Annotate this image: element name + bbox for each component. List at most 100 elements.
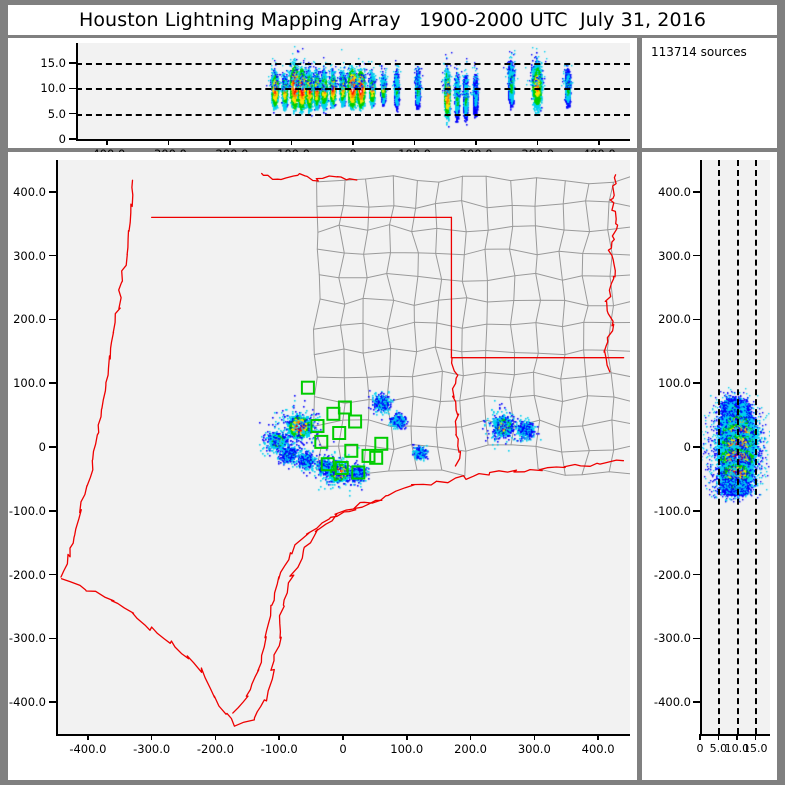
map-x-tick-mark	[406, 734, 408, 740]
altitude-vs-east-plot-area	[76, 43, 630, 139]
side-x-tick-mark	[754, 734, 756, 740]
map-y-tick-mark	[49, 191, 56, 193]
y-tick-label: 10.0	[40, 81, 66, 96]
map-x-tick-label: 0	[339, 742, 347, 756]
map-x-tick-label: 300.0	[517, 742, 551, 756]
map-y-tick-label: 400.0	[13, 184, 46, 199]
x-tick-mark	[290, 139, 293, 145]
x-tick-mark	[536, 139, 539, 145]
y-tick-label: 0	[58, 132, 66, 146]
side-y-tick-label: -100.0	[653, 503, 691, 518]
lma-station-marker	[310, 419, 325, 433]
side-x-axis-line	[700, 734, 770, 736]
altitude-vs-east-panel: 05.010.015.0-400.0-300.0-200.0-100.00100…	[8, 38, 637, 161]
side-x-tick-mark	[736, 734, 738, 740]
map-x-tick-mark	[469, 734, 472, 740]
map-y-axis-line	[56, 160, 58, 734]
side-y-tick-mark	[693, 637, 700, 640]
map-y-tick-label: -200.0	[8, 567, 46, 582]
map-x-tick-label: -300.0	[133, 742, 171, 756]
x-tick-mark	[413, 139, 416, 145]
lma-station-marker	[369, 450, 384, 465]
map-x-tick-mark	[342, 734, 344, 740]
map-y-tick-label: 300.0	[13, 248, 46, 263]
side-y-tick-label: -400.0	[653, 695, 691, 710]
x-tick-mark	[598, 139, 600, 145]
map-y-tick-label: 100.0	[13, 376, 46, 391]
y-tick-label: 15.0	[40, 56, 66, 71]
y-tick-mark	[69, 138, 76, 140]
side-y-tick-label: -300.0	[653, 631, 691, 646]
side-y-tick-label: 100.0	[658, 376, 691, 391]
map-y-tick-mark	[49, 637, 56, 640]
lma-station-marker	[337, 400, 352, 415]
side-x-tick-label: 0	[696, 742, 704, 755]
map-y-tick-label: -100.0	[8, 503, 46, 518]
side-y-tick-mark	[693, 573, 700, 576]
lma-station-marker	[320, 457, 335, 472]
gridline-vertical	[736, 160, 739, 734]
map-x-tick-label: -200.0	[196, 742, 234, 756]
lma-station-marker	[326, 406, 341, 421]
map-x-tick-label: -100.0	[260, 742, 298, 756]
altitude-vs-north-plot-area	[700, 160, 770, 734]
gridline-horizontal	[76, 113, 630, 116]
gridline-horizontal	[76, 63, 630, 66]
map-y-tick-mark	[49, 573, 56, 576]
gridline-vertical	[718, 160, 721, 734]
side-x-tick-label: 5.0	[709, 742, 728, 755]
gridline-vertical	[755, 160, 758, 734]
side-y-tick-mark	[693, 446, 700, 448]
lma-station-marker	[300, 380, 315, 395]
source-count-panel: 113714 sources	[642, 38, 777, 148]
map-x-tick-mark	[533, 734, 536, 740]
lma-station-marker	[344, 443, 359, 458]
altitude-vs-north-panel: -400.0 -300.0 -200.0 -100.0 0 100.0 200.0 300.0…	[642, 152, 777, 780]
map-y-tick-label: -300.0	[8, 631, 46, 646]
x-tick-mark	[475, 139, 477, 145]
plan-view-map-plot-area	[56, 160, 630, 734]
source-count-label: 113714 sources	[651, 45, 747, 59]
lma-station-marker	[348, 414, 363, 429]
map-x-tick-label: 200.0	[454, 742, 488, 756]
side-y-tick-mark	[693, 701, 700, 703]
lma-station-marker	[334, 461, 349, 475]
map-x-tick-mark	[278, 734, 280, 740]
side-y-tick-mark	[693, 382, 700, 384]
side-y-tick-label: 0	[683, 440, 691, 454]
map-x-tick-mark	[597, 734, 599, 740]
gridline-horizontal	[76, 88, 630, 91]
y-axis-line	[76, 43, 78, 139]
x-tick-mark	[106, 139, 108, 145]
side-y-tick-mark	[693, 510, 700, 512]
side-y-tick-mark	[693, 318, 700, 321]
map-x-tick-label: 100.0	[390, 742, 424, 756]
y-tick-mark	[69, 87, 76, 90]
y-tick-label: 5.0	[47, 106, 66, 121]
side-x-tick-mark	[699, 734, 701, 740]
side-y-tick-mark	[693, 254, 700, 257]
lma-station-marker	[332, 426, 347, 440]
side-y-tick-label: 300.0	[658, 248, 691, 263]
side-y-tick-label: 200.0	[658, 312, 691, 327]
map-y-tick-label: 200.0	[13, 312, 46, 327]
side-x-tick-label: 15.0	[743, 742, 768, 755]
altitude-vs-east-points	[76, 43, 630, 139]
map-y-tick-mark	[49, 446, 56, 448]
side-y-axis-line	[700, 160, 702, 734]
title-bar: Houston Lightning Mapping Array 1900-200…	[8, 5, 777, 35]
side-y-tick-mark	[693, 191, 700, 193]
lma-station-marker	[314, 434, 329, 449]
map-x-tick-label: 400.0	[581, 742, 615, 756]
y-tick-mark	[69, 62, 76, 64]
plan-view-source-points	[56, 160, 630, 734]
map-y-tick-mark	[49, 701, 56, 703]
x-tick-mark	[352, 139, 354, 145]
map-y-tick-mark	[49, 510, 56, 512]
side-x-tick-label: 10.0	[724, 742, 750, 755]
map-y-tick-mark	[49, 382, 56, 384]
y-tick-mark	[69, 112, 76, 115]
map-y-tick-mark	[49, 318, 56, 321]
x-tick-mark	[167, 139, 170, 145]
